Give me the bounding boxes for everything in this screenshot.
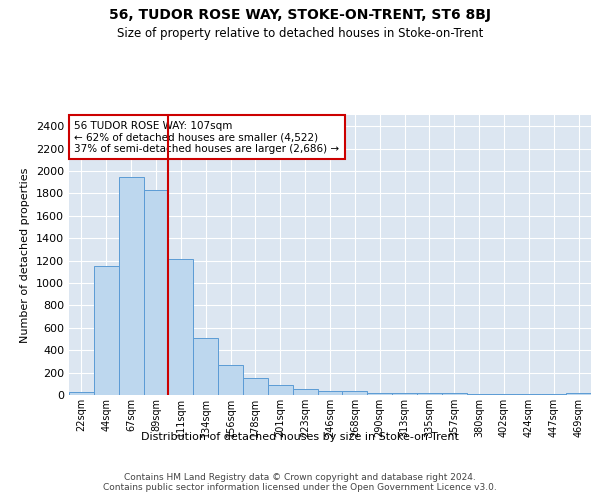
Bar: [467, 394, 491, 395]
Bar: [268, 385, 293, 395]
Text: Distribution of detached houses by size in Stoke-on-Trent: Distribution of detached houses by size …: [141, 432, 459, 442]
Bar: [392, 393, 417, 395]
Bar: [367, 393, 392, 395]
Bar: [417, 393, 442, 395]
Bar: [218, 365, 243, 395]
Bar: [293, 390, 317, 395]
Bar: [94, 266, 119, 395]
Bar: [541, 394, 566, 395]
Bar: [343, 390, 367, 395]
Bar: [143, 190, 169, 395]
Y-axis label: Number of detached properties: Number of detached properties: [20, 168, 31, 342]
Bar: [119, 176, 143, 395]
Bar: [491, 394, 517, 395]
Bar: [442, 394, 467, 395]
Bar: [243, 378, 268, 395]
Text: 56, TUDOR ROSE WAY, STOKE-ON-TRENT, ST6 8BJ: 56, TUDOR ROSE WAY, STOKE-ON-TRENT, ST6 …: [109, 8, 491, 22]
Bar: [69, 392, 94, 395]
Bar: [566, 393, 591, 395]
Bar: [317, 390, 343, 395]
Bar: [193, 338, 218, 395]
Bar: [517, 394, 541, 395]
Bar: [169, 260, 193, 395]
Text: Contains HM Land Registry data © Crown copyright and database right 2024.
Contai: Contains HM Land Registry data © Crown c…: [103, 472, 497, 492]
Text: 56 TUDOR ROSE WAY: 107sqm
← 62% of detached houses are smaller (4,522)
37% of se: 56 TUDOR ROSE WAY: 107sqm ← 62% of detac…: [74, 120, 340, 154]
Text: Size of property relative to detached houses in Stoke-on-Trent: Size of property relative to detached ho…: [117, 28, 483, 40]
